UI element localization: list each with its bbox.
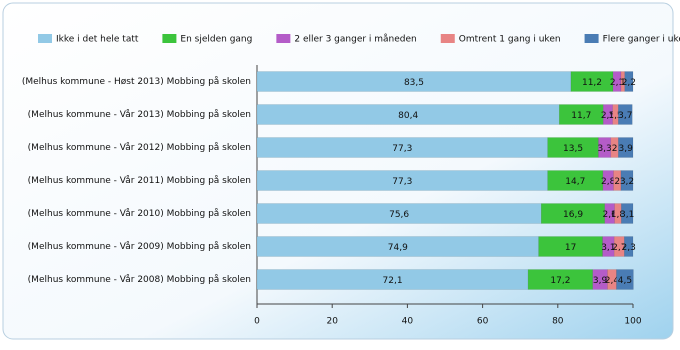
- value-label: 2,1: [610, 78, 624, 88]
- legend-swatch: [162, 34, 177, 43]
- bar-segment: [621, 203, 634, 224]
- value-label: 80,4: [398, 111, 418, 121]
- legend-label: 2 eller 3 ganger i måneden: [294, 34, 416, 45]
- legend-label: Ikke i det hele tatt: [56, 35, 139, 45]
- value-label: 1: [620, 78, 626, 88]
- value-label: 3,3: [597, 144, 611, 154]
- bar-segment: [618, 104, 633, 125]
- value-label: 3,2: [620, 177, 634, 187]
- legend-swatch: [276, 34, 291, 43]
- legend-label: Flere ganger i uken: [603, 35, 680, 45]
- legend-swatch: [440, 34, 455, 43]
- value-label: 2,3: [622, 243, 636, 253]
- bar-segment: [256, 71, 572, 92]
- value-label: 3,1: [620, 210, 634, 220]
- value-label: 72,1: [383, 276, 403, 286]
- value-label: 11,7: [571, 111, 591, 121]
- category-label: (Melhus kommune - Vår 2010) Mobbing på s…: [28, 208, 251, 219]
- value-label: 2,8: [601, 177, 616, 187]
- category-label: (Melhus kommune - Vår 2009) Mobbing på s…: [28, 241, 251, 252]
- value-label: 4,5: [618, 276, 632, 286]
- value-label: 2: [612, 144, 618, 154]
- legend-label: Omtrent 1 gang i uken: [459, 35, 561, 45]
- legend-swatch: [584, 34, 599, 43]
- bar-segment: [624, 71, 634, 92]
- value-label: 17,2: [550, 276, 570, 286]
- legend-swatch: [38, 34, 52, 43]
- value-label: 2,6: [603, 210, 618, 220]
- value-label: 1,5: [608, 111, 622, 121]
- value-label: 11,2: [582, 78, 602, 88]
- value-label: 74,9: [388, 243, 408, 253]
- value-label: 75,6: [389, 210, 409, 220]
- value-label: 2,4: [605, 276, 620, 286]
- bar-segment: [620, 170, 634, 191]
- category-label: (Melhus kommune - Høst 2013) Mobbing på …: [22, 76, 251, 87]
- value-label: 3,7: [618, 111, 632, 121]
- x-tick-label: 40: [402, 317, 414, 327]
- value-label: 14,7: [565, 177, 585, 187]
- x-tick-label: 60: [477, 317, 489, 327]
- x-tick-label: 100: [624, 317, 641, 327]
- value-label: 2,5: [601, 111, 615, 121]
- value-label: 2: [614, 177, 620, 187]
- value-label: 77,3: [392, 177, 412, 187]
- value-label: 3,9: [593, 276, 608, 286]
- value-label: 77,3: [392, 144, 412, 154]
- value-label: 13,5: [563, 144, 583, 154]
- value-label: 2,7: [612, 243, 626, 253]
- category-label: (Melhus kommune - Vår 2013) Mobbing på s…: [28, 109, 251, 120]
- bar-segment: [256, 104, 560, 125]
- value-label: 83,5: [404, 78, 424, 88]
- value-label: 1,8: [611, 210, 626, 220]
- bar-segment: [618, 137, 634, 158]
- x-tick-label: 0: [254, 317, 260, 327]
- value-label: 2,2: [622, 78, 636, 88]
- category-label: (Melhus kommune - Vår 2012) Mobbing på s…: [28, 142, 251, 153]
- category-label: (Melhus kommune - Vår 2008) Mobbing på s…: [28, 274, 251, 285]
- legend-label: En sjelden gang: [180, 35, 252, 45]
- value-label: 3,1: [601, 243, 615, 253]
- bar-segment: [624, 236, 634, 257]
- value-label: 16,9: [563, 210, 583, 220]
- x-tick-label: 80: [552, 317, 564, 327]
- x-tick-label: 20: [326, 317, 338, 327]
- category-label: (Melhus kommune - Vår 2011) Mobbing på s…: [28, 175, 251, 186]
- bar-segment: [616, 269, 634, 290]
- value-label: 17: [565, 243, 576, 253]
- value-label: 3,9: [619, 144, 634, 154]
